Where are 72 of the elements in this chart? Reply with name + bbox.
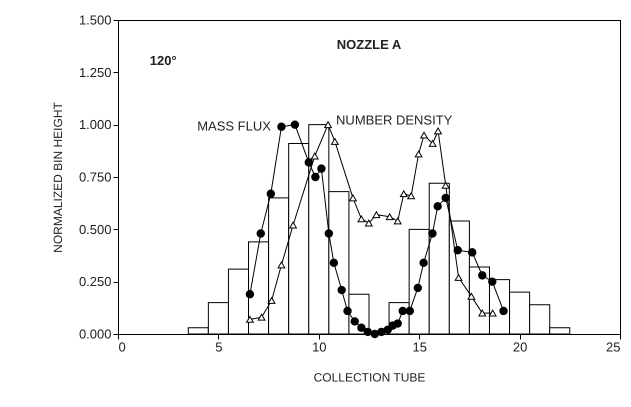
y-tick-label: 0.750 xyxy=(78,170,112,184)
series-label: MASS FLUX xyxy=(197,118,272,134)
x-tick-label: 25 xyxy=(606,340,620,354)
y-tick-label: 1.500 xyxy=(78,12,112,28)
y-tick-label: 1.250 xyxy=(78,64,112,80)
point xyxy=(468,292,476,300)
point xyxy=(406,306,414,316)
point xyxy=(289,222,297,229)
point xyxy=(246,316,254,323)
point xyxy=(478,310,486,316)
point xyxy=(337,286,346,294)
point xyxy=(258,314,266,321)
point xyxy=(488,310,497,316)
point xyxy=(266,190,276,198)
point xyxy=(407,192,416,200)
point xyxy=(350,317,359,326)
x-tick-label: 5 xyxy=(215,340,223,354)
point xyxy=(419,258,428,268)
point xyxy=(420,132,428,139)
y-tick-label: 0.250 xyxy=(78,274,112,290)
point xyxy=(246,290,254,298)
point xyxy=(357,324,366,332)
y-tick-label: 1.000 xyxy=(78,117,112,132)
y-tick-label: 0.000 xyxy=(78,326,112,342)
point xyxy=(428,229,437,238)
point xyxy=(290,120,300,129)
annotation: 120° xyxy=(150,52,177,68)
point xyxy=(330,258,338,268)
y-tick-label: 0.500 xyxy=(78,222,112,237)
point xyxy=(499,306,508,316)
x-tick-label: 20 xyxy=(512,340,528,354)
point xyxy=(394,218,402,224)
point xyxy=(311,172,320,182)
annotation: NOZZLE A xyxy=(336,37,402,52)
point xyxy=(414,150,422,158)
point xyxy=(277,122,286,131)
point xyxy=(343,306,352,316)
point xyxy=(324,121,332,128)
point xyxy=(317,164,326,173)
point xyxy=(400,190,408,198)
point xyxy=(454,246,462,254)
x-tick-label: 10 xyxy=(312,340,327,354)
point xyxy=(364,328,372,336)
point xyxy=(256,229,265,238)
x-axis-title: COLLECTION TUBE xyxy=(314,370,426,384)
point xyxy=(398,306,407,316)
point xyxy=(488,277,496,286)
point xyxy=(428,140,437,147)
x-tick-label: 15 xyxy=(412,340,427,354)
point xyxy=(324,229,334,238)
point xyxy=(394,319,402,328)
point xyxy=(468,248,476,257)
point xyxy=(331,138,339,145)
point xyxy=(386,213,394,220)
point xyxy=(372,211,380,218)
point xyxy=(310,152,319,160)
point xyxy=(268,297,276,304)
point xyxy=(364,220,373,226)
point xyxy=(304,158,313,167)
point xyxy=(434,128,442,134)
x-tick-label: 0 xyxy=(118,340,126,354)
point xyxy=(349,194,357,202)
series-label: NUMBER DENSITY xyxy=(336,112,453,128)
point xyxy=(478,271,486,280)
y-axis-title: NORMALIZED BIN HEIGHT xyxy=(50,101,65,253)
point xyxy=(442,182,450,189)
point xyxy=(454,274,462,281)
point xyxy=(370,330,380,338)
point xyxy=(278,262,286,268)
point xyxy=(358,215,366,222)
point xyxy=(433,202,442,211)
point xyxy=(414,284,422,292)
